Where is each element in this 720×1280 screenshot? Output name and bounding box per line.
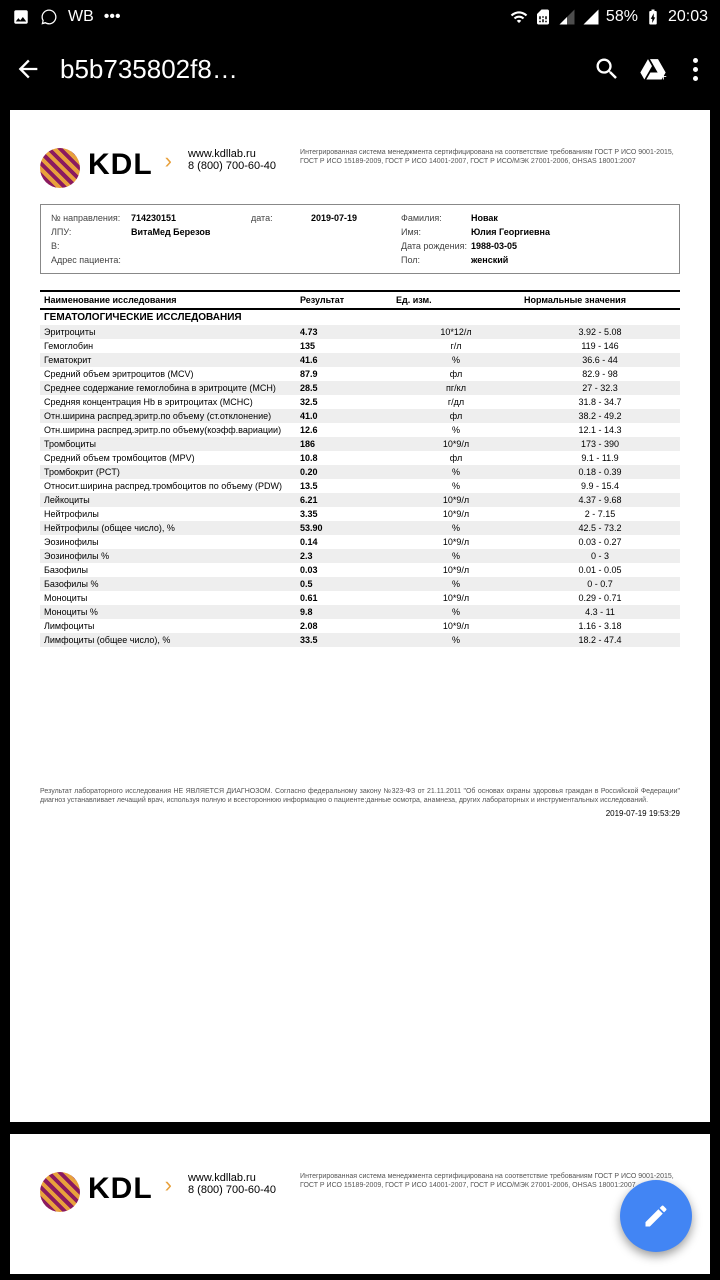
table-row: Отн.ширина распред.эритр.по объему (ст.о… [40,409,680,423]
brand-name: KDL [88,148,153,182]
document-viewport[interactable]: KDL › www.kdllab.ru 8 (800) 700-60-40 Ин… [0,104,720,1280]
table-row: Относит.ширина распред.тромбоцитов по об… [40,479,680,493]
image-icon [12,8,30,26]
disclaimer-text: Результат лабораторного исследования НЕ … [40,787,680,805]
cert-text: Интегрированная система менеджмента серт… [300,148,680,166]
results-table: Наименование исследования Результат Ед. … [40,290,680,647]
wifi-icon [510,8,528,26]
header-name: Наименование исследования [40,291,296,309]
edit-fab-button[interactable] [620,1180,692,1252]
search-icon[interactable] [593,55,621,83]
table-row: Нейтрофилы (общее число), %53.90%42.5 - … [40,521,680,535]
drive-icon[interactable]: + [639,55,667,83]
more-menu-icon[interactable] [685,58,706,81]
header-norm: Нормальные значения [520,291,680,309]
cert-text: Интегрированная система менеджмента серт… [300,1172,680,1190]
app-bar: b5b735802f8… + [0,34,720,104]
sim-icon [534,8,552,26]
signal-icon [558,8,576,26]
surname-label: Фамилия: [401,213,471,223]
kdl-logo-icon [40,148,80,188]
table-row: Базофилы %0.5%0 - 0.7 [40,577,680,591]
table-row: Нейтрофилы3.3510*9/л2 - 7.15 [40,507,680,521]
document-page-1: KDL › www.kdllab.ru 8 (800) 700-60-40 Ин… [10,110,710,1122]
table-row: Тромбокрит (PCT)0.20%0.18 - 0.39 [40,465,680,479]
ref-value: 714230151 [131,213,251,223]
clock-time: 20:03 [668,8,708,26]
brand-name: KDL [88,1172,153,1206]
table-row: Гемоглобин135г/л119 - 146 [40,339,680,353]
brand-url: www.kdllab.ru [188,1172,276,1184]
kdl-logo-icon [40,1172,80,1212]
table-row: Эозинофилы0.1410*9/л0.03 - 0.27 [40,535,680,549]
date-label: дата: [251,213,311,223]
table-row: Эозинофилы %2.3%0 - 3 [40,549,680,563]
chevron-right-icon: › [165,148,172,174]
whatsapp-icon [40,8,58,26]
table-row: Средний объем тромбоцитов (MPV)10.8фл9.1… [40,451,680,465]
document-title: b5b735802f8… [60,54,575,85]
table-row: Среднее содержание гемоглобина в эритроц… [40,381,680,395]
name-value: Юлия Георгиевна [471,227,669,237]
brand-phone: 8 (800) 700-60-40 [188,1184,276,1196]
timestamp: 2019-07-19 19:53:29 [40,809,680,818]
lpu-label: ЛПУ: [51,227,131,237]
back-arrow-icon[interactable] [14,55,42,83]
more-notifications: ••• [104,8,121,26]
battery-percent: 58% [606,8,638,26]
sex-value: женский [471,255,669,265]
header-unit: Ед. изм. [392,291,520,309]
table-row: Моноциты0.6110*9/л0.29 - 0.71 [40,591,680,605]
table-row: Гематокрит41.6%36.6 - 44 [40,353,680,367]
svg-text:+: + [660,71,667,83]
lpu-value: ВитаМед Березов [131,227,251,237]
date-value: 2019-07-19 [311,213,401,223]
table-row: Базофилы0.0310*9/л0.01 - 0.05 [40,563,680,577]
addr-label: Адрес пациента: [51,255,131,265]
b-label: В: [51,241,131,251]
wb-label: WB [68,8,94,26]
table-row: Лимфоциты (общее число), %33.5%18.2 - 47… [40,633,680,647]
battery-icon [644,8,662,26]
status-bar: WB ••• 58% 20:03 [0,0,720,34]
table-row: Лейкоциты6.2110*9/л4.37 - 9.68 [40,493,680,507]
surname-value: Новак [471,213,669,223]
signal-icon-2 [582,8,600,26]
header-result: Результат [296,291,392,309]
table-row: Тромбоциты18610*9/л173 - 390 [40,437,680,451]
patient-info-box: № направления: 714230151 дата: 2019-07-1… [40,204,680,274]
document-page-2: KDL › www.kdllab.ru 8 (800) 700-60-40 Ин… [10,1134,710,1274]
sex-label: Пол: [401,255,471,265]
dob-label: Дата рождения: [401,241,471,251]
pencil-icon [642,1202,670,1230]
table-row: Моноциты %9.8%4.3 - 11 [40,605,680,619]
brand-phone: 8 (800) 700-60-40 [188,160,276,172]
dob-value: 1988-03-05 [471,241,669,251]
brand-url: www.kdllab.ru [188,148,276,160]
table-row: Отн.ширина распред.эритр.по объему(коэфф… [40,423,680,437]
section-title: ГЕМАТОЛОГИЧЕСКИЕ ИССЛЕДОВАНИЯ [40,309,680,325]
table-row: Средняя концентрация Hb в эритроцитах (M… [40,395,680,409]
table-row: Средний объем эритроцитов (MCV)87.9фл82.… [40,367,680,381]
name-label: Имя: [401,227,471,237]
chevron-right-icon: › [165,1172,172,1198]
ref-label: № направления: [51,213,131,223]
table-row: Лимфоциты2.0810*9/л1.16 - 3.18 [40,619,680,633]
table-row: Эритроциты4.7310*12/л3.92 - 5.08 [40,325,680,339]
